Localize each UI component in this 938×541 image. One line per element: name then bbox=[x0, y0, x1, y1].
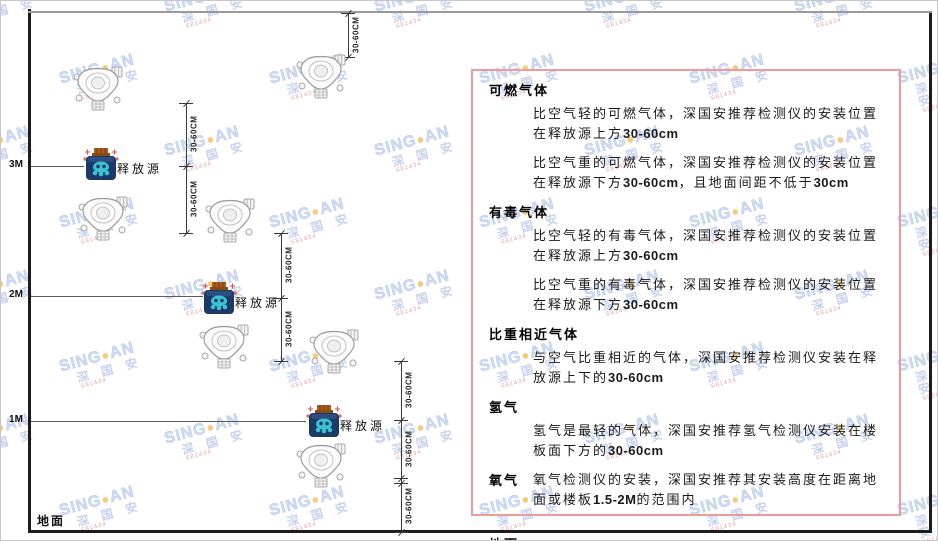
level-line-2m bbox=[31, 296, 203, 297]
ground-label: 地面 bbox=[37, 514, 66, 528]
panel-paragraphs: 氧气检测仪的安装，深国安推荐其安装高度在距离地面或楼板1.5-2M的范围内 bbox=[533, 470, 883, 510]
release-source-icon bbox=[306, 405, 342, 437]
dimension-line bbox=[186, 103, 187, 233]
dimension-label: 30-60CM bbox=[404, 430, 414, 468]
panel-paragraphs: 比空气轻的有毒气体，深国安推荐检测仪的安装位置在释放源上方30-60cm 比空气重… bbox=[533, 226, 883, 315]
panel-heading: 比重相近气体 bbox=[489, 327, 580, 342]
panel-heading: 氧气 bbox=[489, 473, 520, 488]
height-label-1m: 1M bbox=[9, 414, 23, 425]
gas-detector-icon bbox=[309, 329, 359, 374]
dimension-label: 30-60CM bbox=[189, 180, 199, 218]
gas-detector-icon bbox=[199, 324, 249, 369]
panel-section: 地面检测仪地面间距，深国安推荐在30-60cm，且不得小于30cm，因为过低容易… bbox=[489, 534, 883, 540]
gas-detector-icon bbox=[78, 196, 128, 241]
panel-paragraph: 比空气轻的有毒气体，深国安推荐检测仪的安装位置在释放源上方30-60cm bbox=[533, 228, 879, 263]
left-wall-line bbox=[28, 9, 31, 533]
panel-paragraph: 比空气重的可燃气体，深国安推荐检测仪的安装位置在释放源下方30-60cm，且地面… bbox=[533, 155, 879, 190]
dimension-line bbox=[348, 13, 349, 57]
release-source-label: 释放源 bbox=[340, 419, 386, 433]
panel-section: 有毒气体比空气轻的有毒气体，深国安推荐检测仪的安装位置在释放源上方30-60cm… bbox=[489, 202, 883, 315]
panel-paragraph: 氧气检测仪的安装，深国安推荐其安装高度在距离地面或楼板1.5-2M的范围内 bbox=[533, 472, 879, 507]
panel-paragraphs: 比空气轻的可燃气体，深国安推荐检测仪的安装位置在释放源上方30-60cm 比空气重… bbox=[533, 104, 883, 193]
level-line-3m bbox=[31, 166, 84, 167]
gas-detector-icon bbox=[296, 443, 346, 488]
release-source-icon bbox=[83, 148, 119, 180]
gas-detector-icon bbox=[205, 198, 255, 243]
height-label-2m: 2M bbox=[9, 289, 23, 300]
floor-line bbox=[28, 530, 932, 533]
panel-paragraphs: 与空气比重相近的气体，深国安推荐检测仪安装在释放源上下的30-60cm bbox=[533, 348, 883, 388]
panel-paragraph: 氢气是最轻的气体，深国安推荐氢气检测仪安装在楼板面下方的30-60cm bbox=[533, 423, 879, 458]
panel-heading: 可燃气体 bbox=[489, 83, 550, 98]
dimension-label: 30-60CM bbox=[404, 371, 414, 409]
release-source-label: 释放源 bbox=[235, 296, 281, 310]
dimension-label: 30-60CM bbox=[351, 16, 361, 54]
dimension-label: 30-60CM bbox=[284, 246, 294, 284]
panel-section: 比重相近气体与空气比重相近的气体，深国安推荐检测仪安装在释放源上下的30-60c… bbox=[489, 324, 883, 388]
panel-section: 氢气 氢气是最轻的气体，深国安推荐氢气检测仪安装在楼板面下方的30-60cm bbox=[489, 397, 883, 461]
dimension-label: 30-60CM bbox=[404, 487, 414, 525]
height-label-3m: 3M bbox=[9, 159, 23, 170]
gas-detector-icon bbox=[73, 66, 123, 111]
level-line-1m bbox=[31, 421, 306, 422]
info-panel: 可燃气体比空气轻的可燃气体，深国安推荐检测仪的安装位置在释放源上方30-60cm… bbox=[471, 69, 901, 540]
panel-section: 可燃气体比空气轻的可燃气体，深国安推荐检测仪的安装位置在释放源上方30-60cm… bbox=[489, 80, 883, 193]
ceiling-line bbox=[28, 11, 932, 13]
panel-paragraph: 比空气重的有毒气体，深国安推荐检测仪的安装位置在释放源下方30-60cm bbox=[533, 277, 879, 312]
dimension-line bbox=[401, 361, 402, 532]
panel-heading: 有毒气体 bbox=[489, 205, 550, 220]
sparkle-icon bbox=[306, 406, 342, 418]
release-source-label: 释放源 bbox=[117, 162, 163, 176]
sparkle-icon bbox=[201, 283, 237, 295]
panel-paragraphs: 氢气是最轻的气体，深国安推荐氢气检测仪安装在楼板面下方的30-60cm bbox=[533, 421, 883, 461]
panel-heading: 地面 bbox=[489, 534, 883, 540]
right-wall-line bbox=[929, 11, 932, 533]
panel-paragraph: 比空气轻的可燃气体，深国安推荐检测仪的安装位置在释放源上方30-60cm bbox=[533, 106, 879, 141]
gas-detector-icon bbox=[296, 54, 346, 99]
panel-section: 氧气 氧气检测仪的安装，深国安推荐其安装高度在距离地面或楼板1.5-2M的范围内 bbox=[489, 470, 883, 510]
dimension-label: 30-60CM bbox=[189, 115, 199, 153]
release-source-icon bbox=[201, 282, 237, 314]
panel-heading: 氢气 bbox=[489, 400, 520, 415]
panel-paragraph: 与空气比重相近的气体，深国安推荐检测仪安装在释放源上下的30-60cm bbox=[533, 350, 879, 385]
dimension-label: 30-60CM bbox=[284, 310, 294, 348]
sparkle-icon bbox=[83, 149, 119, 161]
